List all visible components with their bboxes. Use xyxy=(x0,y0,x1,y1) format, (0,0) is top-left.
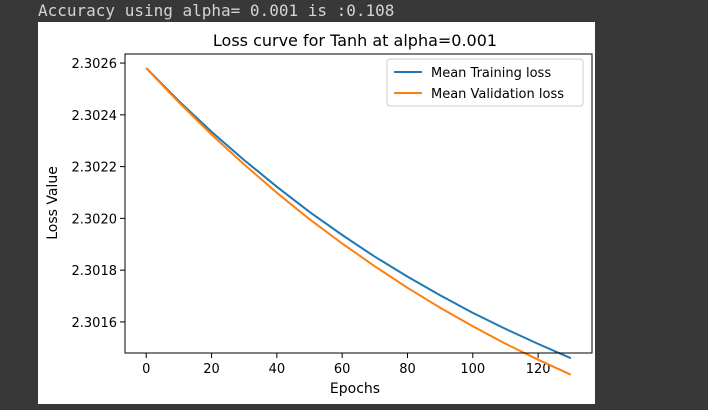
y-tick-label: 2.3020 xyxy=(72,212,118,227)
x-tick-label: 100 xyxy=(460,362,485,377)
x-tick-label: 0 xyxy=(142,362,150,377)
console-output-line: Accuracy using alpha= 0.001 is :0.108 xyxy=(38,1,395,20)
y-tick-label: 2.3026 xyxy=(72,57,118,72)
x-tick-label: 60 xyxy=(334,362,351,377)
series-lines xyxy=(145,67,572,376)
y-tick-label: 2.3018 xyxy=(72,264,118,279)
loss-chart-figure: Loss curve for Tanh at alpha=0.001 0 20 40… xyxy=(38,22,595,404)
series-line xyxy=(145,67,572,376)
x-tick-label: 120 xyxy=(526,362,551,377)
chart-title: Loss curve for Tanh at alpha=0.001 xyxy=(213,31,497,50)
plot-frame xyxy=(124,53,593,354)
y-axis-label: Loss Value xyxy=(45,166,61,240)
legend-label: Mean Validation loss xyxy=(431,87,564,102)
x-tick-label: 20 xyxy=(203,362,220,377)
x-tick-label: 80 xyxy=(399,362,416,377)
y-tick-label: 2.3022 xyxy=(72,161,118,176)
y-tick-label: 2.3024 xyxy=(72,109,118,124)
legend: Mean Training loss Mean Validation loss xyxy=(386,58,584,107)
x-tick-label: 40 xyxy=(269,362,286,377)
x-axis-label: Epochs xyxy=(330,381,380,397)
legend-box xyxy=(386,58,584,107)
axes: 0 20 40 60 80 100 120 2.3016 2.3018 2.3020 2.3022 2… xyxy=(72,57,551,377)
loss-chart: Loss curve for Tanh at alpha=0.001 0 20 40… xyxy=(45,31,593,397)
legend-label: Mean Training loss xyxy=(431,66,551,81)
y-tick-label: 2.3016 xyxy=(72,316,118,331)
series-line xyxy=(145,67,572,360)
